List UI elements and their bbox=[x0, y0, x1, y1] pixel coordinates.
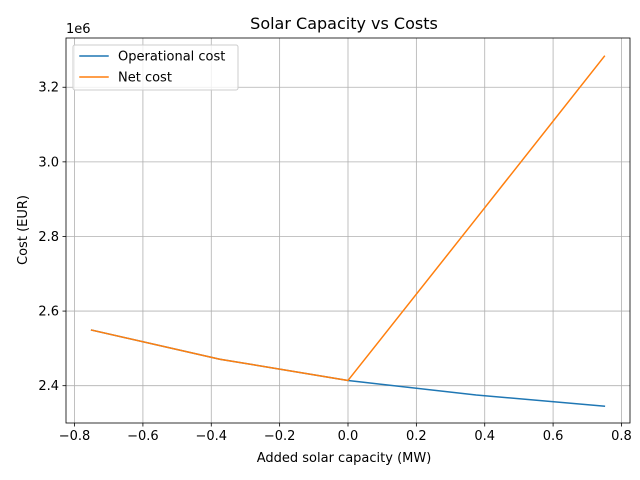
chart-title: Solar Capacity vs Costs bbox=[250, 14, 438, 33]
y-tick-label: 3.0 bbox=[38, 155, 59, 170]
legend-frame bbox=[72, 44, 239, 91]
y-tick-label: 2.8 bbox=[38, 230, 59, 245]
x-tick-label: 0.4 bbox=[474, 429, 495, 444]
x-tick-label: −0.2 bbox=[264, 429, 296, 444]
x-tick-label: −0.6 bbox=[127, 429, 159, 444]
x-tick-label: 0.2 bbox=[406, 429, 427, 444]
y-axis-label: Cost (EUR) bbox=[16, 195, 31, 265]
x-tick-label: −0.8 bbox=[59, 429, 91, 444]
axis-ticks: −0.8 −0.6 −0.4 −0.2 0.0 0.2 0.4 0.6 0.8 2.4 2.6 2.8… bbox=[38, 81, 631, 444]
y-tick-label: 2.6 bbox=[38, 305, 59, 320]
x-tick-label: −0.4 bbox=[195, 429, 227, 444]
x-tick-label: 0.8 bbox=[611, 429, 632, 444]
x-axis-label: Added solar capacity (MW) bbox=[257, 451, 432, 466]
legend: Operational cost Net cost bbox=[72, 44, 239, 91]
series-line-net-cost bbox=[90, 55, 606, 382]
plot-series bbox=[90, 55, 606, 408]
y-tick-label: 2.4 bbox=[38, 379, 59, 394]
legend-label-net-cost: Net cost bbox=[118, 71, 172, 86]
legend-label-operational-cost: Operational cost bbox=[118, 50, 225, 65]
y-tick-label: 3.2 bbox=[38, 81, 59, 96]
x-tick-label: 0.0 bbox=[338, 429, 359, 444]
x-tick-label: 0.6 bbox=[543, 429, 564, 444]
grid bbox=[66, 38, 630, 423]
y-axis-offset-label: 1e6 bbox=[66, 22, 91, 37]
